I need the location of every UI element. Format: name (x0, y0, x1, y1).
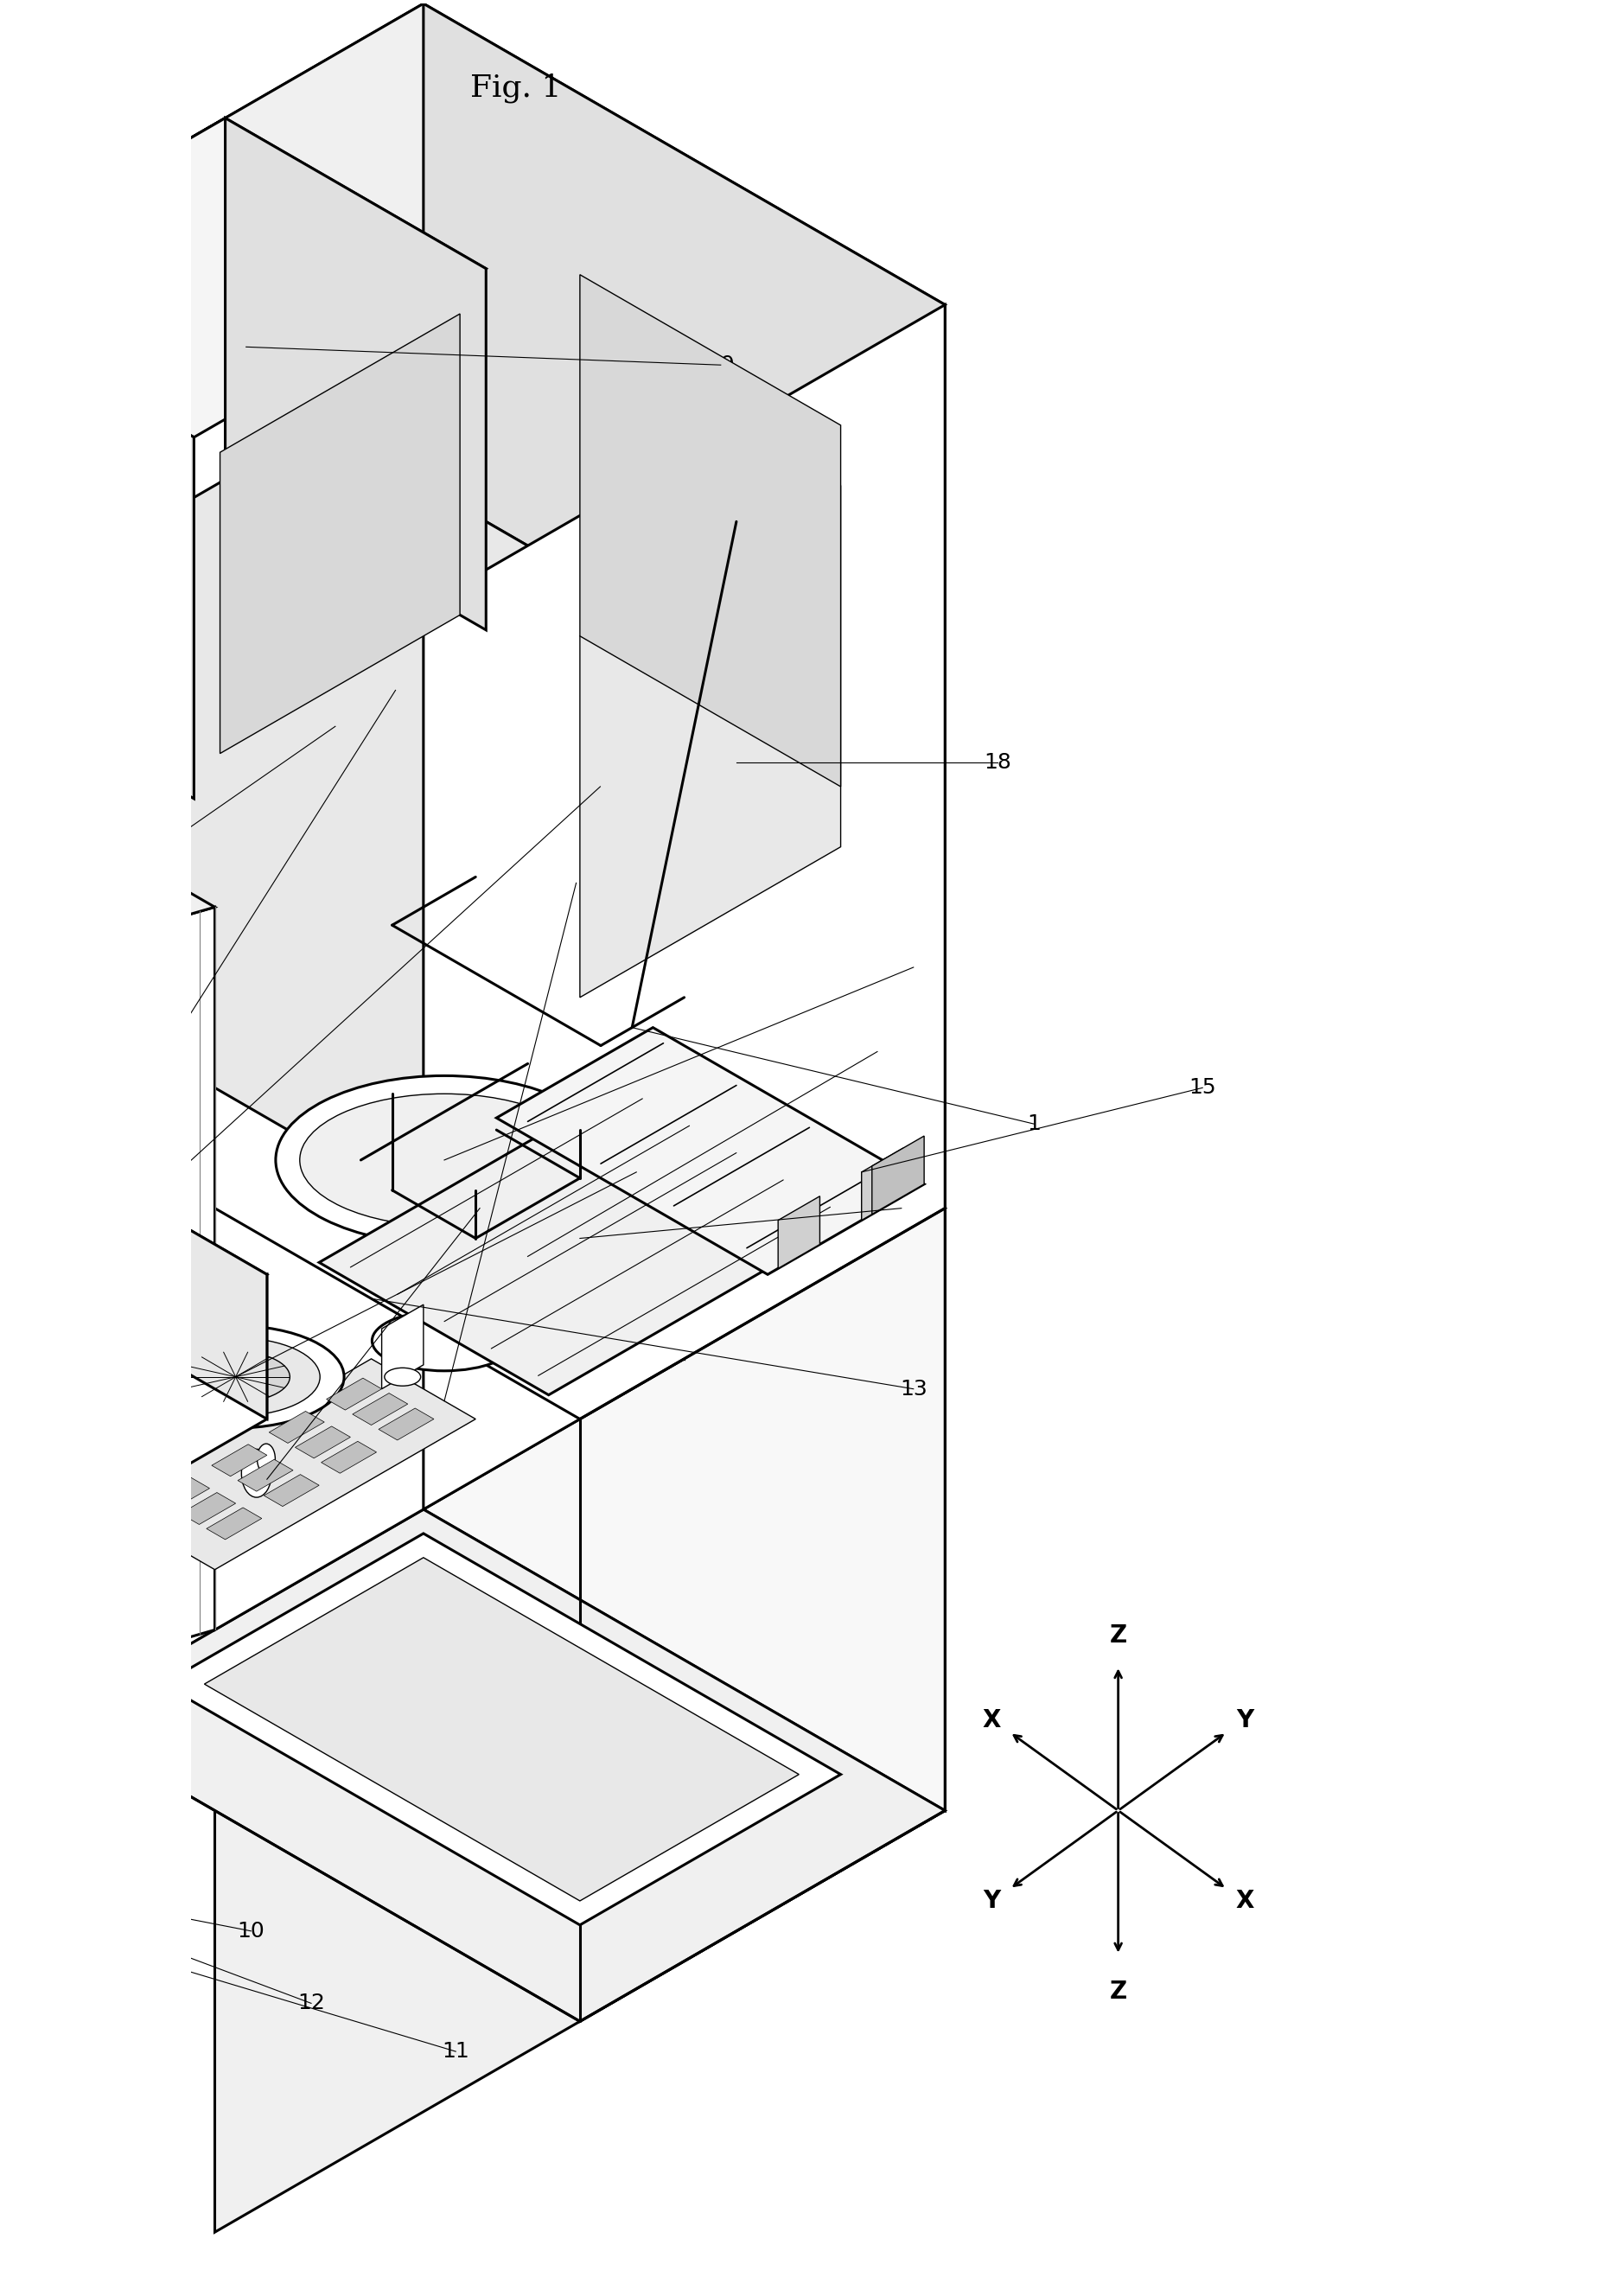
Polygon shape (180, 1492, 235, 1525)
Polygon shape (212, 1444, 267, 1476)
Polygon shape (154, 1476, 209, 1508)
Polygon shape (0, 1155, 267, 1364)
Text: 5: 5 (389, 680, 402, 700)
Polygon shape (162, 1534, 840, 1924)
Polygon shape (379, 1407, 434, 1440)
Polygon shape (321, 1442, 376, 1474)
Polygon shape (423, 305, 944, 1508)
Polygon shape (319, 1081, 861, 1396)
Ellipse shape (0, 1821, 23, 1919)
Polygon shape (580, 484, 840, 996)
Polygon shape (0, 117, 486, 436)
Ellipse shape (181, 1352, 290, 1403)
Ellipse shape (300, 1093, 589, 1226)
Text: 14: 14 (887, 1199, 915, 1219)
Text: 521: 521 (580, 776, 620, 797)
Polygon shape (58, 1508, 944, 2020)
Polygon shape (0, 5, 944, 606)
Text: 11: 11 (442, 2041, 470, 2062)
Text: Y: Y (983, 1890, 1001, 1913)
Text: 18: 18 (983, 753, 1010, 774)
Ellipse shape (384, 1368, 421, 1387)
Text: 13: 13 (899, 1378, 926, 1398)
Polygon shape (0, 335, 683, 907)
Ellipse shape (0, 1812, 47, 1931)
Ellipse shape (151, 1339, 321, 1417)
Ellipse shape (257, 1444, 275, 1474)
Polygon shape (162, 335, 683, 1359)
Polygon shape (220, 315, 460, 753)
Polygon shape (238, 1460, 293, 1492)
Ellipse shape (241, 1449, 272, 1497)
Ellipse shape (372, 1311, 516, 1371)
Ellipse shape (128, 1325, 343, 1428)
Polygon shape (423, 907, 944, 1812)
Polygon shape (58, 1155, 267, 1419)
Text: 36: 36 (466, 1199, 494, 1219)
Polygon shape (0, 726, 6, 1690)
Polygon shape (110, 1359, 476, 1570)
Text: 12: 12 (298, 1993, 325, 2014)
Polygon shape (225, 117, 486, 629)
Polygon shape (110, 1274, 267, 1508)
Polygon shape (353, 1394, 408, 1426)
Text: 361: 361 (615, 1162, 657, 1182)
Polygon shape (327, 1378, 382, 1410)
Polygon shape (6, 907, 215, 1690)
Polygon shape (495, 1029, 924, 1274)
Text: Z: Z (1109, 1623, 1127, 1649)
Text: X: X (1235, 1890, 1253, 1913)
Text: 524: 524 (314, 716, 356, 737)
Polygon shape (264, 1474, 319, 1506)
Polygon shape (0, 335, 162, 1329)
Text: Z: Z (1109, 1979, 1127, 2004)
Text: 6: 6 (568, 872, 583, 893)
Polygon shape (382, 1304, 423, 1389)
Polygon shape (871, 1137, 924, 1215)
Polygon shape (0, 287, 194, 799)
Polygon shape (423, 5, 944, 1208)
Polygon shape (215, 1208, 944, 2232)
Polygon shape (269, 1412, 324, 1444)
Text: 15: 15 (1188, 1077, 1216, 1097)
Polygon shape (580, 276, 840, 788)
Polygon shape (580, 1208, 944, 2020)
Text: 17: 17 (899, 957, 926, 978)
Polygon shape (0, 117, 225, 647)
Polygon shape (0, 907, 944, 1630)
Polygon shape (204, 1557, 798, 1901)
Polygon shape (861, 1148, 903, 1219)
Text: 19: 19 (706, 354, 733, 374)
Text: 10: 10 (236, 1922, 264, 1942)
Text: 1: 1 (1026, 1114, 1039, 1134)
Text: Fig. 1: Fig. 1 (470, 73, 562, 103)
Polygon shape (206, 1508, 262, 1541)
Text: X: X (983, 1708, 1001, 1731)
Polygon shape (0, 606, 215, 967)
Polygon shape (0, 5, 423, 1208)
Text: 16: 16 (863, 1042, 890, 1063)
Polygon shape (777, 1196, 819, 1267)
Ellipse shape (275, 1077, 612, 1244)
Polygon shape (423, 907, 944, 1812)
Polygon shape (295, 1426, 350, 1458)
Text: Y: Y (1235, 1708, 1253, 1731)
Polygon shape (215, 636, 683, 1630)
